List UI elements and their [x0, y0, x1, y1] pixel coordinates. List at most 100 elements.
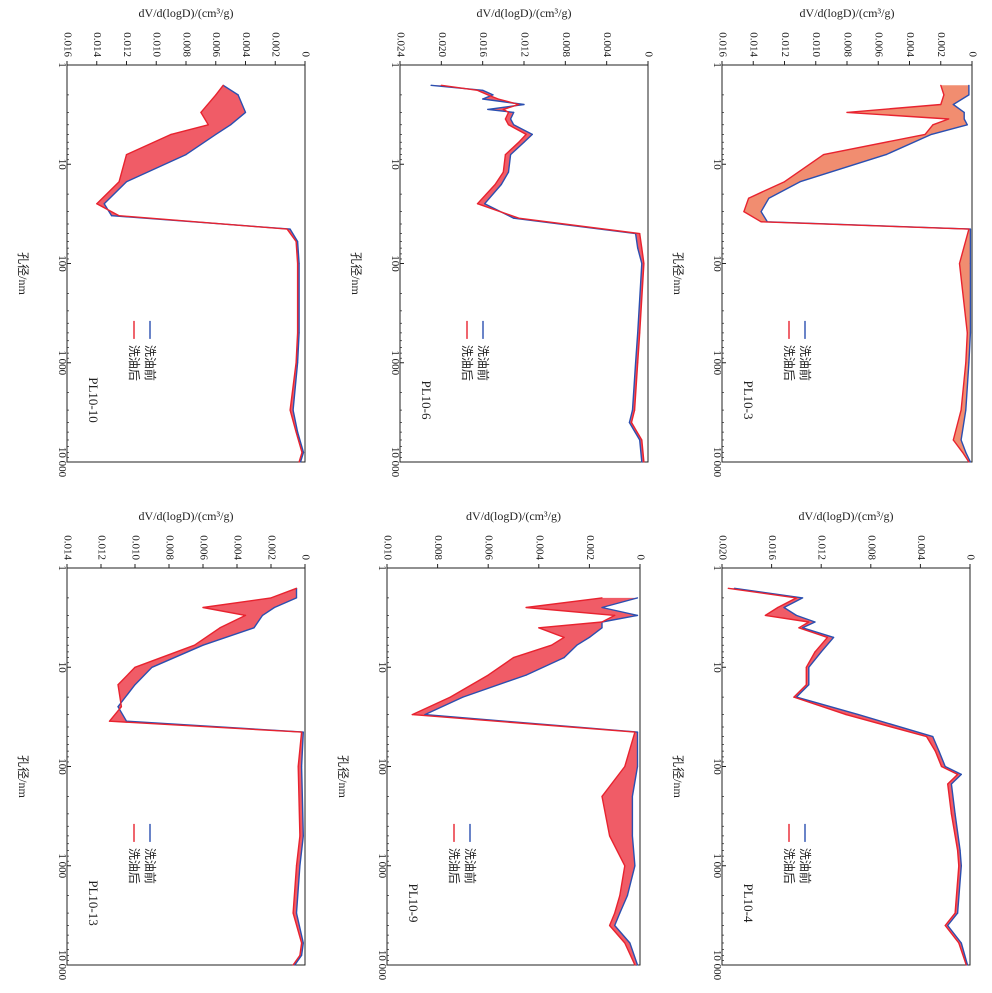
data-point: [295, 587, 298, 589]
y-tick-label: 0.004: [904, 32, 916, 57]
data-point: [601, 627, 603, 629]
data-point: [820, 651, 822, 653]
data-point: [631, 835, 634, 837]
data-point: [624, 765, 626, 768]
data-point: [430, 84, 432, 86]
y-axis-label: dV/d(logD)/(cm³/g): [139, 509, 234, 523]
data-point: [823, 154, 825, 156]
y-tick-label: 0.012: [816, 535, 828, 560]
data-point: [292, 409, 294, 411]
y-tick-label: 0.014: [91, 32, 103, 57]
series-line-before: [103, 84, 305, 463]
data-point: [798, 627, 800, 629]
x-tick-label: 100: [56, 255, 68, 272]
data-point: [932, 124, 934, 126]
chart-panel-pl10-3: 1 10 100 1 000 10 000 0 0.002 0.004 0.006 0.008 0.…: [671, 6, 978, 478]
x-tick-label: 1: [711, 565, 723, 571]
x-tick-label: 1: [711, 62, 723, 68]
data-point: [222, 84, 224, 86]
data-point: [601, 597, 603, 599]
data-point: [614, 912, 616, 914]
data-point: [940, 84, 942, 86]
y-tick-label: 0.004: [601, 32, 613, 57]
legend-label-after: 洗油后: [127, 848, 141, 884]
data-point: [636, 765, 639, 768]
data-point: [960, 942, 962, 944]
x-tick-label: 1 000: [711, 350, 723, 375]
data-point: [244, 614, 247, 617]
data-point: [253, 627, 255, 629]
data-point: [563, 636, 565, 639]
y-tick-label: 0.004: [915, 535, 927, 560]
data-point: [103, 203, 105, 205]
data-point: [550, 644, 553, 646]
data-point: [814, 651, 816, 653]
y-axis-label: dV/d(logD)/(cm³/g): [139, 6, 234, 20]
data-point: [643, 461, 645, 463]
data-point: [244, 111, 247, 113]
data-point: [960, 865, 962, 867]
data-point: [525, 133, 527, 135]
x-tick-label: 10: [56, 159, 68, 171]
data-point: [845, 714, 847, 716]
data-point: [968, 84, 970, 86]
y-tick-label: 0.008: [841, 32, 853, 57]
sample-title: PL10-4: [741, 884, 756, 924]
data-point: [960, 773, 962, 776]
data-point: [215, 94, 217, 96]
x-axis-label: 孔径/nm: [336, 755, 350, 798]
data-point: [631, 795, 634, 798]
data-point: [299, 865, 301, 867]
data-point: [476, 89, 479, 91]
data-point: [962, 451, 964, 453]
y-tick-label: 0.012: [518, 32, 530, 57]
data-point: [302, 731, 304, 733]
data-point: [965, 362, 967, 364]
data-point: [952, 439, 954, 441]
difference-area: [109, 588, 304, 965]
legend-label-before: 洗油前: [143, 848, 158, 884]
data-point: [462, 696, 464, 698]
data-point: [170, 133, 172, 135]
data-point: [833, 636, 835, 639]
data-point: [298, 262, 300, 265]
sample-title: PL10-13: [86, 880, 101, 926]
data-point: [968, 228, 970, 230]
data-point: [601, 621, 603, 623]
chart-panel-pl10-9: 1 10 100 1 000 10 000 0 0.002 0.004 0.006 0.008 0.…: [336, 509, 646, 981]
y-tick-label: 0.014: [748, 32, 760, 57]
data-point: [826, 636, 829, 639]
data-point: [297, 332, 299, 334]
data-point: [947, 924, 949, 927]
data-point: [301, 942, 303, 944]
data-point: [411, 714, 413, 716]
difference-area: [96, 85, 304, 463]
data-point: [270, 597, 272, 599]
legend-label-after: 洗油后: [782, 848, 796, 884]
x-tick-label: 10: [56, 662, 68, 674]
data-point: [576, 644, 578, 646]
data-point: [523, 141, 525, 143]
data-point: [476, 203, 479, 205]
data-point: [626, 895, 629, 897]
data-point: [118, 215, 120, 217]
data-point: [814, 621, 816, 623]
data-point: [636, 731, 639, 733]
data-point: [639, 233, 641, 235]
data-point: [299, 954, 301, 957]
data-point: [965, 964, 967, 966]
data-point: [934, 750, 936, 752]
series-line-after: [743, 85, 970, 463]
x-tick-label: 1: [389, 62, 401, 68]
series-line-after: [441, 84, 645, 463]
series-line-before: [117, 588, 304, 966]
data-point: [237, 94, 239, 96]
x-tick-label: 100: [376, 758, 388, 775]
data-point: [484, 203, 486, 205]
chart-panel-pl10-13: 1 10 100 1 000 10 000 0 0.002 0.004 0.006 0.008 0.…: [16, 509, 311, 981]
x-axis-label: 孔径/nm: [671, 252, 685, 295]
data-point: [299, 835, 301, 837]
